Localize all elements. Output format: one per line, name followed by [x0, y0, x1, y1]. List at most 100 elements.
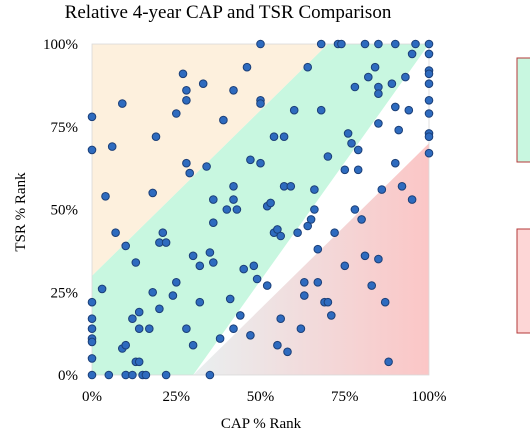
data-point — [236, 311, 245, 320]
data-point — [87, 112, 97, 122]
data-point — [397, 182, 407, 191]
y-tick-label: 75% — [51, 120, 79, 136]
data-point — [424, 148, 434, 158]
data-points — [87, 39, 434, 380]
data-point — [182, 86, 191, 95]
data-point — [209, 258, 218, 267]
data-point — [273, 225, 282, 234]
data-point — [424, 79, 434, 88]
data-point — [121, 340, 130, 350]
data-point — [387, 79, 397, 88]
data-point — [313, 278, 323, 287]
data-point — [209, 195, 218, 204]
y-tick-label: 25% — [51, 285, 79, 301]
data-point — [343, 129, 353, 138]
x-tick-label: 25% — [163, 389, 191, 405]
data-point — [134, 324, 144, 334]
data-point — [269, 132, 279, 141]
data-point — [202, 162, 211, 171]
data-point — [306, 215, 316, 224]
data-point — [303, 221, 313, 231]
y-tick-labels: 0% 25% 50% 75% 100% — [43, 37, 78, 384]
data-point — [229, 86, 238, 95]
data-point — [411, 39, 420, 49]
data-point — [293, 228, 302, 237]
data-point — [87, 145, 97, 155]
data-point — [256, 158, 265, 168]
data-point — [249, 261, 259, 271]
data-point — [316, 39, 326, 49]
data-point — [350, 82, 360, 92]
data-point — [141, 370, 151, 380]
data-point — [391, 158, 400, 168]
data-point — [374, 89, 383, 98]
data-point — [283, 347, 292, 357]
data-point — [182, 96, 191, 105]
data-point — [219, 115, 228, 125]
data-point — [256, 99, 265, 108]
data-point — [145, 324, 154, 334]
data-point — [198, 79, 208, 88]
data-point — [246, 331, 255, 340]
data-point — [121, 241, 130, 251]
data-point — [340, 165, 350, 175]
data-point — [407, 195, 417, 204]
data-point — [360, 251, 370, 261]
x-tick-label: 100% — [412, 389, 447, 405]
data-point — [87, 354, 97, 363]
data-point — [195, 261, 205, 271]
x-tick-label: 50% — [247, 389, 275, 405]
data-point — [128, 370, 137, 380]
data-point — [134, 307, 144, 317]
data-point — [252, 274, 262, 284]
data-point — [273, 340, 282, 350]
data-point — [215, 334, 225, 343]
data-point — [155, 304, 164, 314]
data-point — [391, 39, 400, 49]
region-lower-right — [193, 143, 429, 375]
data-point — [111, 228, 120, 237]
data-point — [229, 195, 238, 204]
data-point — [424, 132, 434, 141]
data-point — [424, 49, 434, 59]
data-point — [128, 314, 137, 324]
data-point — [168, 291, 178, 300]
data-point — [327, 311, 336, 320]
data-point — [303, 62, 313, 72]
data-point — [424, 69, 434, 79]
data-point — [310, 205, 319, 214]
data-point — [246, 155, 255, 165]
data-point — [279, 132, 289, 141]
data-point — [178, 69, 188, 79]
data-point — [209, 218, 218, 227]
data-point — [107, 142, 117, 151]
y-tick-label: 50% — [51, 203, 79, 219]
data-point — [266, 198, 275, 208]
data-point — [87, 314, 97, 324]
data-point — [242, 62, 252, 72]
data-point — [364, 72, 373, 82]
data-point — [182, 158, 191, 168]
data-point — [353, 165, 363, 175]
data-point — [205, 370, 215, 380]
data-point — [357, 215, 366, 224]
data-point — [340, 261, 350, 271]
data-point — [377, 185, 387, 194]
data-point — [394, 125, 404, 135]
data-point — [337, 39, 346, 49]
data-point — [300, 278, 309, 287]
data-point — [87, 337, 97, 347]
y-tick-label: 100% — [43, 37, 78, 53]
data-point — [310, 185, 319, 194]
data-point — [182, 324, 191, 334]
data-point — [172, 278, 181, 287]
data-point — [276, 231, 286, 241]
data-point — [262, 281, 272, 290]
data-point — [232, 205, 242, 214]
data-point — [289, 105, 299, 115]
data-point — [360, 39, 370, 49]
data-point — [134, 357, 144, 367]
data-point — [380, 297, 390, 307]
data-point — [161, 370, 171, 380]
